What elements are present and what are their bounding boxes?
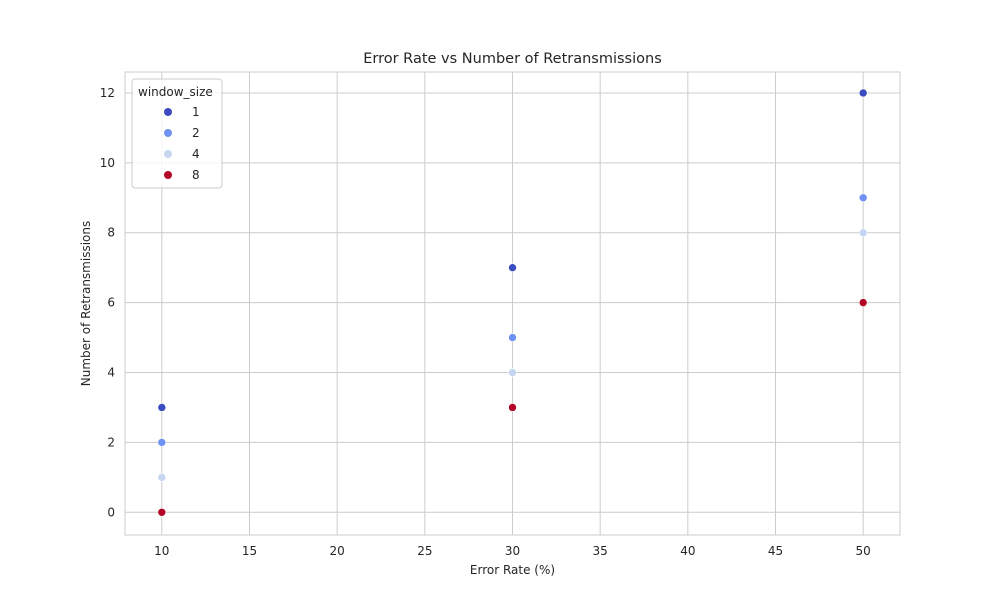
legend-label-window-8: 8 [192, 168, 200, 182]
legend: window_size 1 2 4 8 [131, 78, 223, 189]
x-tick-label: 35 [593, 544, 608, 558]
legend-title: window_size [138, 85, 213, 99]
legend-marker-window-1 [164, 108, 172, 116]
legend-marker-window-8 [164, 171, 172, 179]
legend-label-window-4: 4 [192, 147, 200, 161]
x-tick-label: 25 [417, 544, 432, 558]
x-tick-label: 20 [330, 544, 345, 558]
x-tick-label: 30 [505, 544, 520, 558]
x-axis-label: Error Rate (%) [470, 563, 555, 577]
x-tick-label: 15 [242, 544, 257, 558]
x-tick-label: 50 [856, 544, 871, 558]
y-tick-label: 4 [107, 366, 115, 380]
y-axis-ticks: 0 2 4 6 8 10 12 [100, 86, 115, 519]
data-point-window-4 [858, 228, 868, 238]
legend-marker-window-2 [164, 129, 172, 137]
data-points [157, 88, 868, 517]
data-point-window-8 [157, 507, 167, 517]
y-tick-label: 8 [107, 226, 115, 240]
legend-label-window-1: 1 [192, 105, 200, 119]
legend-label-window-2: 2 [192, 126, 200, 140]
data-point-window-8 [858, 298, 868, 307]
y-tick-label: 10 [100, 156, 115, 170]
data-point-window-2 [508, 333, 517, 342]
data-point-window-8 [508, 403, 517, 412]
data-point-window-4 [157, 473, 167, 482]
legend-marker-window-4 [164, 150, 172, 158]
y-axis-label: Number of Retransmissions [79, 221, 93, 387]
x-tick-label: 40 [680, 544, 695, 558]
x-tick-label: 10 [154, 544, 169, 558]
grid [125, 72, 900, 535]
x-axis-ticks: 10 15 20 25 30 35 40 45 50 [154, 544, 871, 558]
y-tick-label: 12 [100, 86, 115, 100]
y-tick-label: 6 [107, 296, 115, 310]
legend-items: 1 2 4 8 [164, 105, 200, 182]
data-point-window-1 [157, 403, 167, 412]
data-point-window-2 [157, 438, 167, 447]
data-point-window-1 [508, 263, 517, 272]
data-point-window-1 [858, 88, 868, 98]
chart-title: Error Rate vs Number of Retransmissions [363, 51, 662, 67]
y-tick-label: 2 [107, 435, 115, 449]
x-tick-label: 45 [768, 544, 783, 558]
data-point-window-4 [508, 368, 517, 377]
legend-box [131, 78, 223, 189]
y-tick-label: 0 [107, 505, 115, 519]
plot-area [124, 71, 901, 536]
data-point-window-2 [858, 193, 868, 203]
